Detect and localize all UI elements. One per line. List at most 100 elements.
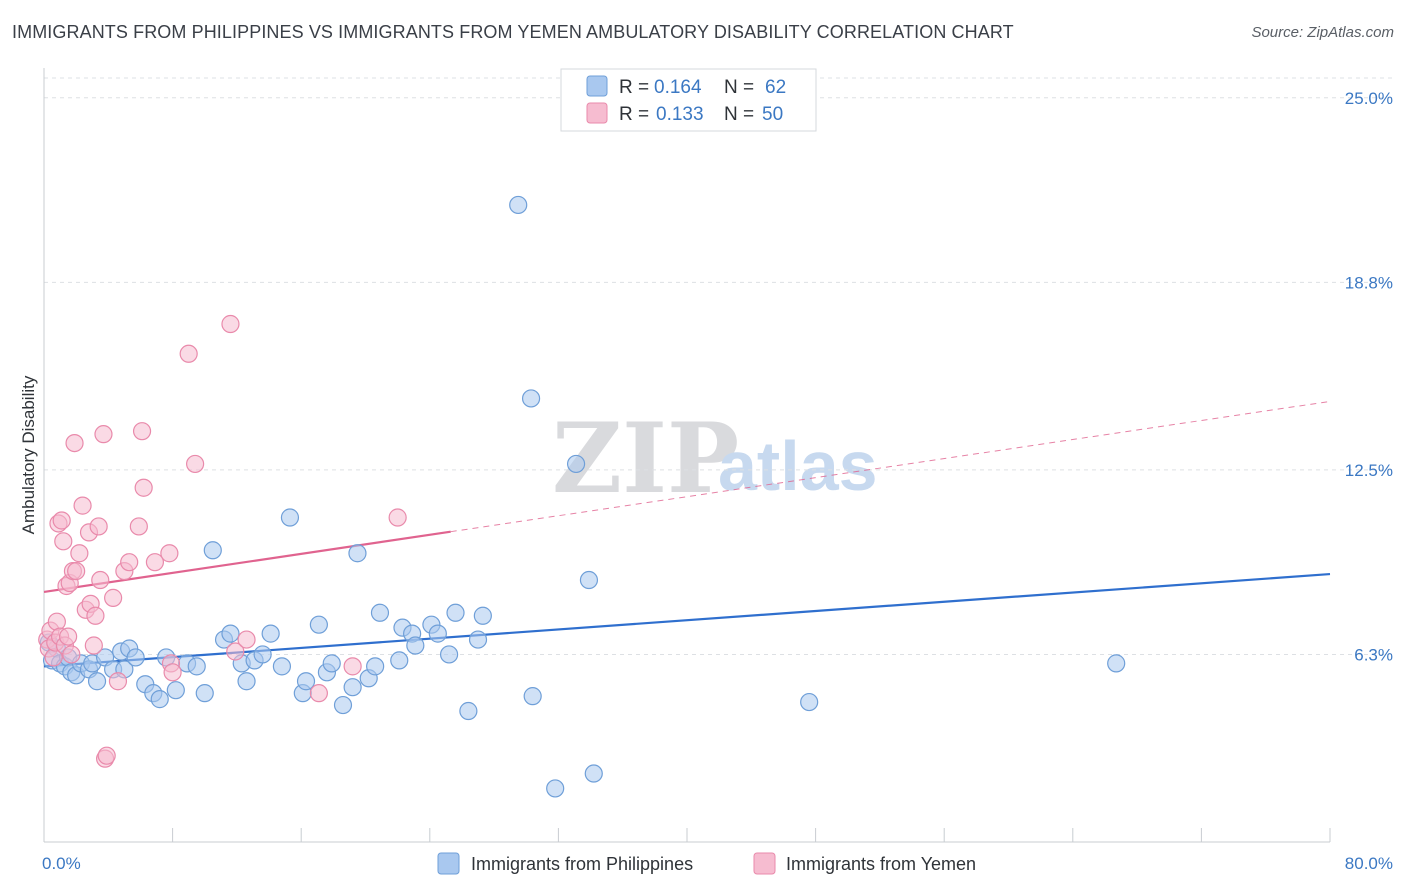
philippines-point-50 [406,636,425,655]
yemen-point-29 [97,746,116,765]
yemen-point-38 [160,544,179,563]
philippines-point-35 [280,508,300,527]
philippines-point-24 [187,657,206,676]
philippines-point-56 [468,630,488,649]
y-tick-labels: 6.3% 12.5% 18.8% 25.0% [1345,89,1393,665]
bottom-legend-label-yemen: Immigrants from Yemen [786,854,976,874]
bottom-legend-swatch-philippines [437,852,460,875]
philippines-point-45 [366,657,385,676]
chart-title: IMMIGRANTS FROM PHILIPPINES VS IMMIGRANT… [12,22,1014,42]
x-tick-min: 0.0% [42,854,81,873]
legend: R = 0.164 N = 62 R = 0.133 N = 50 [560,68,817,132]
philippines-point-66 [1107,654,1126,673]
yemen-point-36 [134,478,153,497]
y-tick-label-3: 25.0% [1345,89,1393,108]
philippines-point-61 [546,779,565,798]
legend-swatch-yemen [586,102,608,124]
yemen-point-47 [343,657,362,676]
legend-n-label-2: N = [724,104,754,125]
philippines-point-54 [446,603,465,622]
bottom-legend: Immigrants from Philippines Immigrants f… [437,852,976,875]
yemen-point-42 [186,454,205,474]
philippines-point-25 [195,684,214,703]
philippines-point-57 [473,606,492,625]
yemen-point-25 [89,517,108,536]
yemen-point-9 [54,532,73,551]
yemen-point-16 [65,433,84,453]
yemen-point-34 [129,517,148,536]
yemen-point-19 [73,496,92,515]
yemen-point-18 [70,544,89,563]
legend-r-label-2: R = [619,104,649,125]
trend-line-dashed-1 [450,400,1331,533]
yemen-point-40 [163,663,182,682]
trend-line-solid-1 [43,530,451,594]
philippines-point-28 [221,624,240,643]
philippines-point-41 [333,695,353,715]
yemen-point-24 [86,606,105,625]
axis-layer [43,68,1331,843]
philippines-point-11 [87,672,107,691]
yemen-point-27 [94,425,113,444]
yemen-point-43 [221,314,240,334]
bottom-legend-swatch-yemen [753,852,776,875]
philippines-point-42 [343,678,362,697]
philippines-point-43 [348,544,367,563]
legend-n-value-1: 62 [765,77,786,98]
yemen-point-23 [84,636,103,655]
philippines-point-60 [523,687,542,706]
y-tick-label-2: 18.8% [1345,273,1393,292]
philippines-point-38 [309,615,328,634]
philippines-point-58 [509,195,528,215]
yemen-point-44 [226,642,245,661]
y-axis-label: Ambulatory Disability [19,375,38,534]
legend-r-value-1: 0.164 [654,77,702,98]
philippines-point-26 [203,541,222,560]
philippines-point-37 [296,672,316,691]
philippines-point-30 [237,672,256,691]
philippines-point-20 [150,690,169,709]
x-tick-max: 80.0% [1345,854,1393,873]
grid-layer [44,77,1392,655]
philippines-point-65 [800,692,819,712]
yemen-point-45 [237,630,256,649]
points-layer [38,195,1126,798]
legend-r-label-1: R = [619,77,649,98]
yemen-point-31 [108,672,128,691]
philippines-point-62 [566,454,586,474]
philippines-point-55 [459,701,478,721]
legend-n-label-1: N = [724,77,754,98]
yemen-point-26 [91,570,110,590]
yemen-point-8 [52,511,71,530]
yemen-point-41 [179,344,198,363]
philippines-point-34 [272,657,292,676]
source-label: Source: ZipAtlas.com [1251,24,1394,41]
philippines-point-47 [390,651,409,670]
philippines-point-63 [579,570,599,590]
yemen-point-12 [59,627,78,646]
yemen-point-14 [62,645,81,664]
philippines-point-53 [439,645,459,664]
watermark-atlas: atlas [718,427,878,505]
yemen-point-33 [120,553,139,572]
philippines-point-52 [428,624,447,643]
yemen-point-37 [145,553,165,572]
philippines-point-59 [521,389,541,408]
philippines-point-46 [370,603,390,622]
legend-n-value-2: 50 [762,104,783,125]
legend-swatch-philippines [586,75,608,97]
philippines-point-64 [584,764,603,783]
yemen-point-48 [388,508,407,527]
philippines-point-33 [261,624,280,643]
yemen-point-5 [47,612,66,631]
yemen-point-35 [132,422,152,441]
philippines-point-17 [126,648,145,667]
y-tick-label-0: 6.3% [1354,645,1393,664]
philippines-point-40 [322,654,341,673]
philippines-point-32 [253,645,272,664]
yemen-point-46 [309,684,328,703]
y-tick-label-1: 12.5% [1345,461,1393,480]
philippines-point-22 [166,681,185,700]
legend-r-value-2: 0.133 [656,104,704,125]
